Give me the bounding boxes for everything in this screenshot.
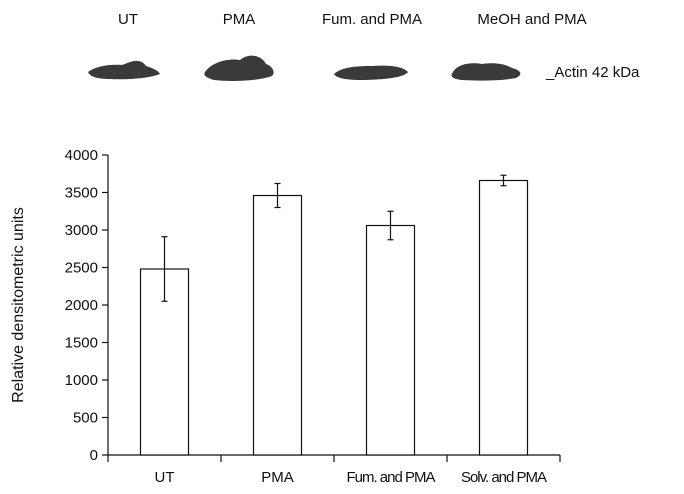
- actin-bands: [88, 55, 521, 81]
- y-tick-label: 0: [90, 447, 98, 464]
- y-tick-label: 4000: [65, 147, 98, 164]
- band-pma: [204, 55, 274, 81]
- y-tick-label: 3000: [65, 222, 98, 239]
- band-fum-pma: [334, 65, 408, 80]
- y-axis: 0 500 1000 1500 2000 2500 3000 3500 4000: [65, 147, 109, 464]
- y-tick-label: 3500: [65, 185, 98, 202]
- band-meoh-pma: [451, 63, 521, 81]
- y-tick-label: 2500: [65, 260, 98, 277]
- bar: [252, 194, 303, 456]
- y-tick-label: 1500: [65, 335, 98, 352]
- x-category-label: Fum. and PMA: [346, 469, 435, 486]
- x-category-label: Solv. and PMA: [461, 469, 547, 486]
- bar: [478, 179, 529, 456]
- band-ut: [88, 60, 160, 80]
- y-tick-label: 2000: [65, 297, 98, 314]
- lane-label-pma: PMA: [223, 11, 256, 28]
- lane-label-fum-pma: Fum. and PMA: [322, 11, 422, 28]
- lane-label-meoh-pma: MeOH and PMA: [477, 11, 586, 28]
- bar: [139, 268, 190, 456]
- bar: [365, 224, 416, 456]
- lane-label-ut: UT: [118, 11, 138, 28]
- x-category-label: UT: [155, 469, 175, 486]
- y-tick-label: 1000: [65, 372, 98, 389]
- x-category-label: PMA: [261, 469, 294, 486]
- bar-chart: Relative densitometric units 0 500 1000 150…: [10, 147, 561, 486]
- western-blot-panel: UT PMA Fum. and PMA MeOH and PMA _Actin …: [88, 11, 640, 81]
- x-axis: [107, 454, 561, 462]
- band-label: _Actin 42 kDa: [545, 64, 640, 81]
- y-axis-label: Relative densitometric units: [10, 207, 27, 403]
- bars: [139, 179, 529, 456]
- error-bars: [161, 174, 507, 302]
- y-tick-label: 500: [73, 410, 98, 427]
- category-labels: UT PMA Fum. and PMA Solv. and PMA: [155, 469, 549, 486]
